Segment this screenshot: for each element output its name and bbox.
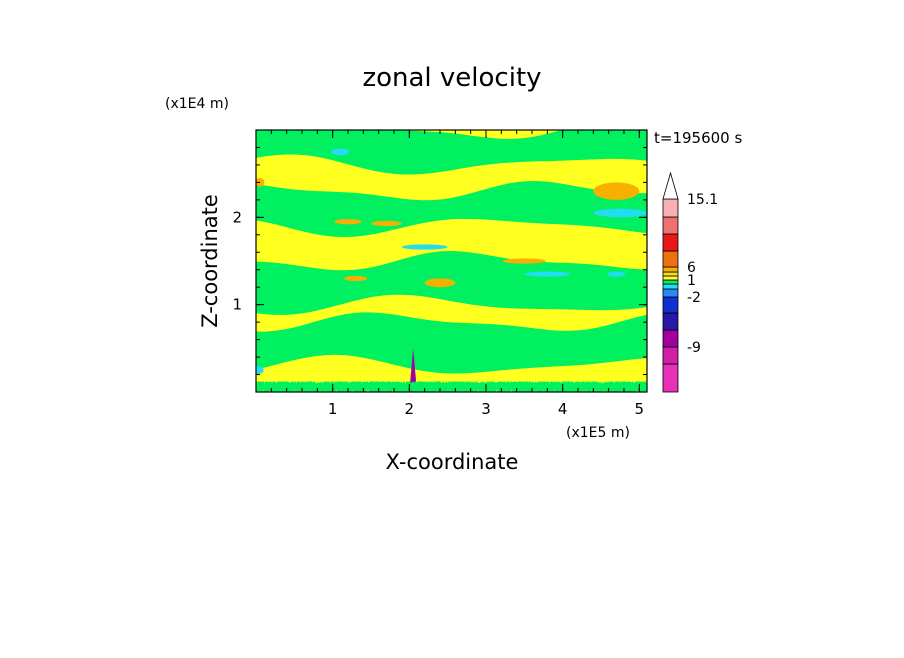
y-tick-label: 2 [232,208,242,226]
region-lower-band [256,312,647,374]
surface-layer [256,381,647,392]
chart-title: zonal velocity [362,63,541,93]
region-surface-jet-core [409,348,417,392]
colorbar-segment [662,363,679,393]
field-patch [344,275,368,282]
region-middle-positive-patch [424,278,456,288]
field-patch [331,148,350,156]
field-patch [401,244,448,250]
x-tick-label: 5 [635,400,645,418]
field-patch [502,258,546,264]
x-tick-label: 1 [328,400,338,418]
region-top-band [256,130,647,175]
colorbar-tick-label: -2 [687,290,701,306]
colorbar-segment [662,198,679,218]
field-patch [256,178,265,187]
x-axis: 1 2 3 4 5 [270,130,645,418]
colorbar: 15.1 61-2 -9 [662,171,718,393]
y-axis-label: Z-coordinate [198,194,222,328]
velocity-field [256,130,647,392]
colorbar-segment [662,216,679,235]
y-unit-label: (x1E4 m) [165,96,229,112]
colorbar-segment [662,329,679,348]
y-axis: 12 [232,146,647,376]
x-axis-label: X-coordinate [386,450,519,474]
colorbar-segment [662,283,679,290]
field-patch [371,220,402,227]
plot-frame [255,129,648,393]
region-upper-positive-patch [593,182,640,200]
x-tick-label: 4 [558,400,568,418]
colorbar-segment [662,296,679,314]
x-tick-label: 2 [405,400,415,418]
colorbar-tick-label: 6 [687,260,696,276]
field-patch [334,219,362,225]
colorbar-segment [662,312,679,331]
colorbar-tick-label: 15.1 [687,192,718,208]
colorbar-tick-label: 1 [687,273,696,289]
colorbar-segment [662,279,679,285]
x-unit-label: (x1E5 m) [566,425,630,441]
colorbar-segment [662,233,679,252]
y-tick-label: 1 [232,296,242,314]
colorbar-segment [662,271,679,277]
colorbar-extend-arrow [662,171,679,200]
time-label: t=195600 s [654,129,742,147]
colorbar-segment [662,346,679,365]
colorbar-segment [662,288,679,298]
field-patch [524,271,571,277]
colorbar-tick-label: -9 [687,340,701,356]
colorbar-segment [662,250,679,268]
colorbar-segment [662,266,679,273]
x-tick-label: 3 [481,400,491,418]
region-upper-negative-patch [593,208,647,218]
field-patch [607,271,626,277]
field-patch [256,365,264,375]
colorbar-segment [662,275,679,281]
